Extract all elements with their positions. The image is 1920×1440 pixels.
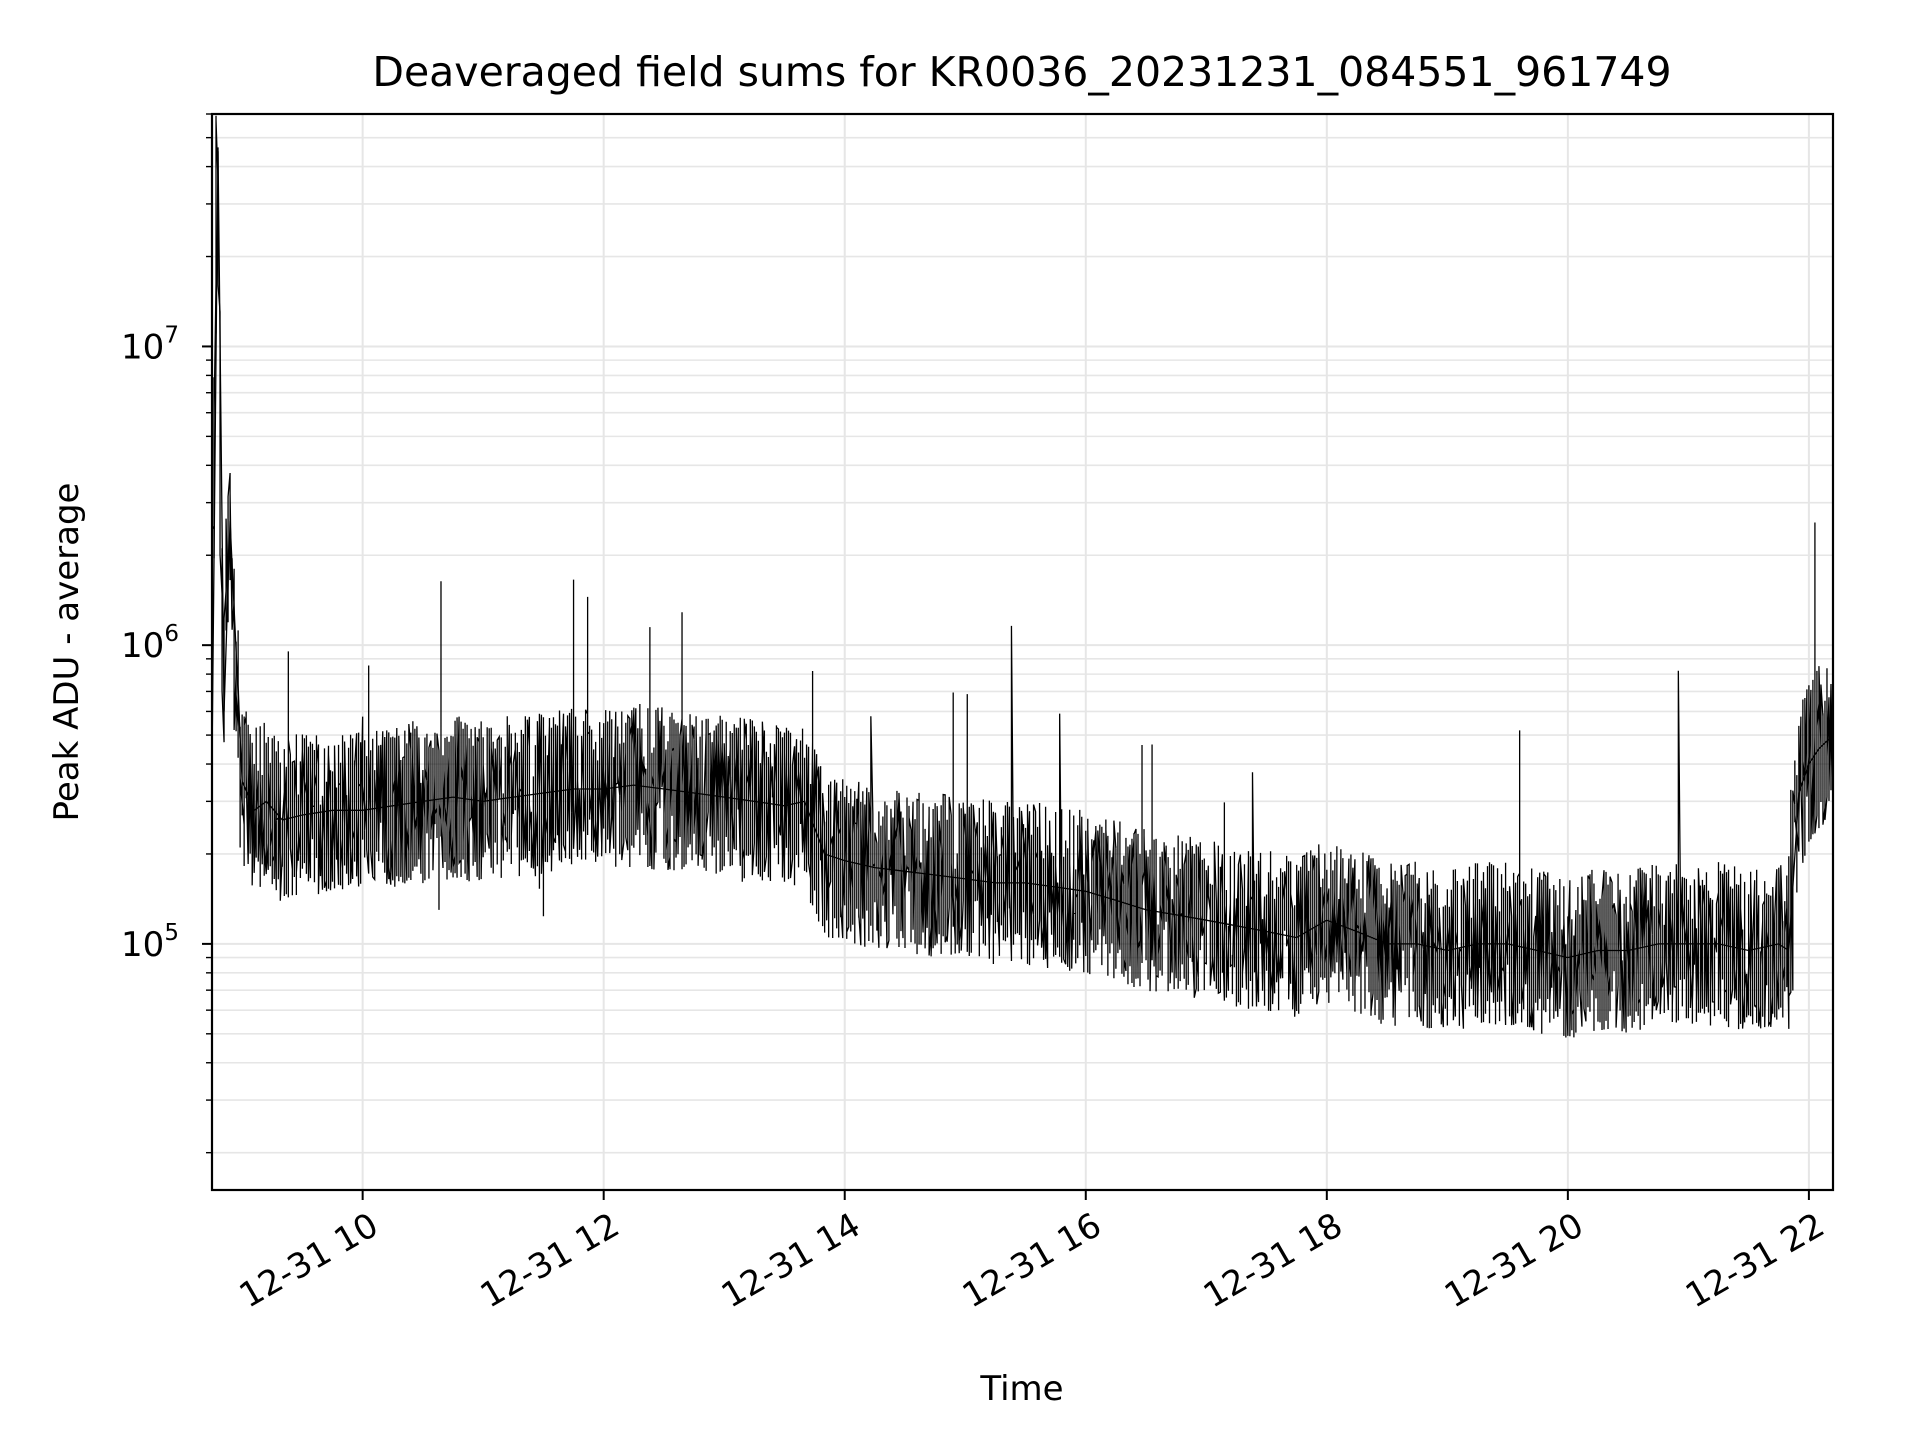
y-axis-label: Peak ADU - average <box>47 483 87 822</box>
y-tick-label: 105 <box>121 920 179 965</box>
plot-frame <box>210 112 1835 1192</box>
x-axis-label: Time <box>979 1369 1063 1409</box>
y-tick-label: 107 <box>121 322 179 367</box>
grid <box>212 113 1833 1190</box>
y-tick-label: 106 <box>121 621 179 666</box>
series-line <box>212 115 1833 1038</box>
chart-title: Deaveraged field sums for KR0036_2023123… <box>372 48 1671 96</box>
y-axis-ticks: 105 106 107 <box>121 113 212 1154</box>
series-layer <box>212 115 1833 1038</box>
series-line-points <box>212 151 1833 959</box>
